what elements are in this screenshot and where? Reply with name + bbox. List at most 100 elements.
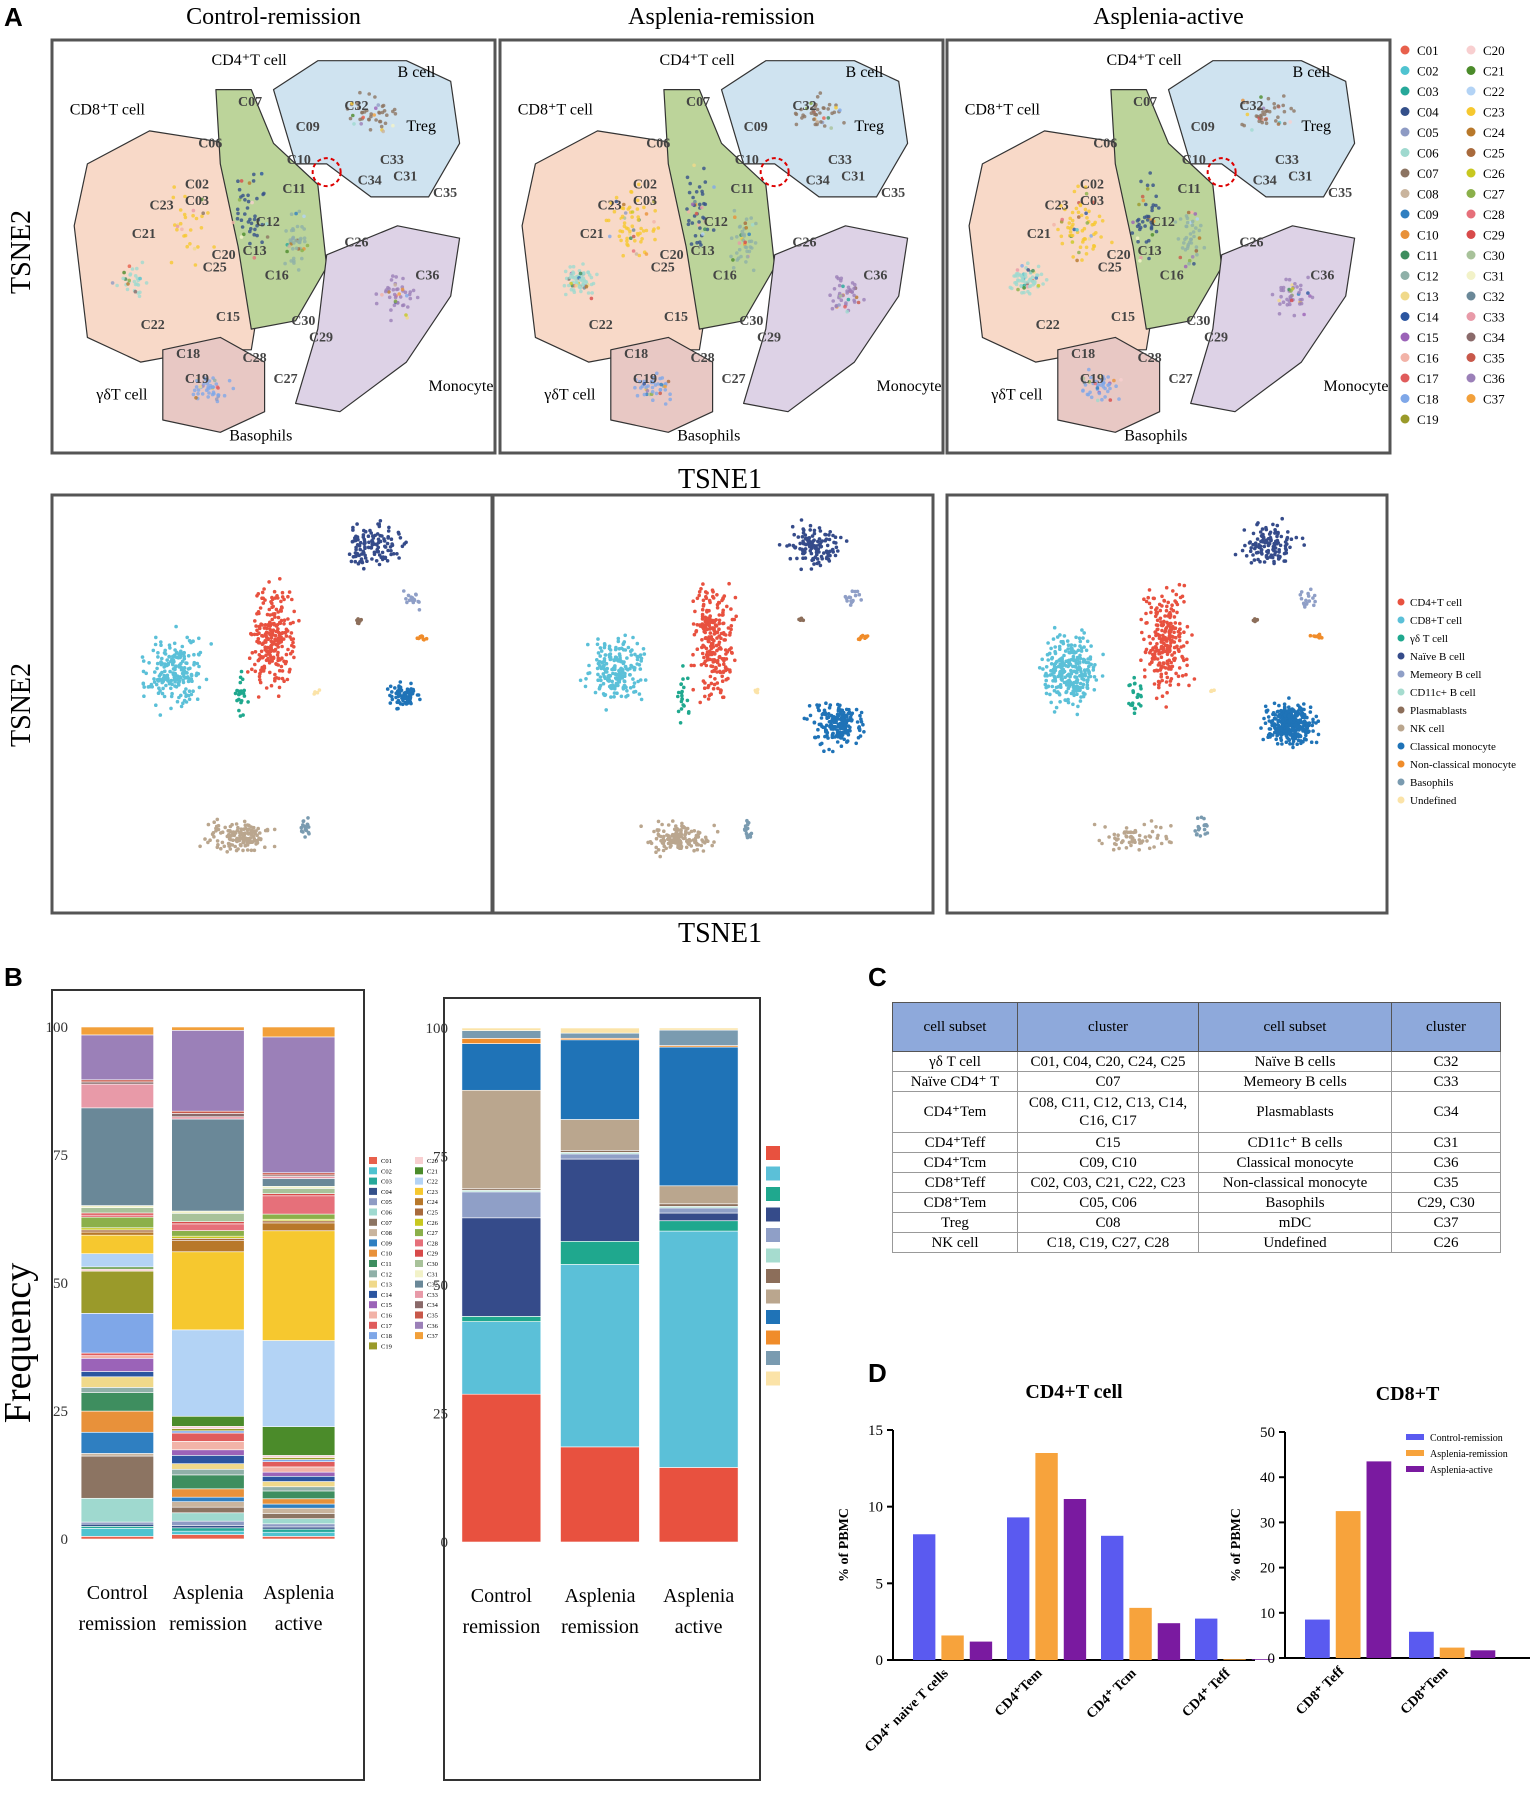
- celltype-point: [1082, 645, 1086, 649]
- celltype-point: [363, 556, 368, 560]
- celltype-point: [705, 658, 710, 662]
- pbmc-bar: [1063, 1499, 1087, 1660]
- celltype-point: [161, 686, 165, 691]
- celltype-point: [1167, 612, 1172, 616]
- celltype-point: [1266, 733, 1271, 737]
- cluster-point: [1300, 297, 1304, 302]
- celltype-point: [297, 618, 301, 623]
- celltype-point: [1073, 675, 1077, 679]
- celltype-point: [259, 622, 263, 626]
- celltype-point: [1154, 623, 1159, 627]
- celltype-point: [799, 518, 804, 522]
- celltype-point: [839, 736, 843, 740]
- cluster-point: [839, 298, 844, 303]
- cluster-point: [814, 102, 818, 107]
- celltype-point: [370, 557, 374, 561]
- cluster-point: [1102, 377, 1106, 381]
- cluster-point: [1190, 219, 1195, 224]
- celltype-point: [401, 698, 405, 703]
- celltype-point: [815, 561, 819, 566]
- celltype-point: [1076, 648, 1081, 653]
- cluster-point: [249, 221, 254, 226]
- celltype-point: [1135, 695, 1140, 699]
- cluster-point: [1099, 235, 1103, 239]
- cluster-point: [614, 199, 619, 204]
- celltype-point: [349, 559, 354, 564]
- celltype-point: [1145, 839, 1149, 843]
- celltype-point: [271, 633, 275, 637]
- celltype-point: [395, 707, 399, 711]
- cluster-point: [642, 205, 646, 210]
- legend-label: C31: [1483, 269, 1505, 284]
- celltype-point: [616, 639, 621, 644]
- celltype-point: [682, 685, 686, 690]
- celltype-point: [639, 659, 643, 663]
- cluster-point: [695, 240, 699, 245]
- cluster-point: [656, 382, 660, 386]
- celltype-point: [369, 546, 374, 550]
- celltype-point: [717, 655, 722, 659]
- stack-segment: [262, 1222, 336, 1232]
- celltype-point: [1064, 681, 1069, 686]
- table-row: CD8⁺Teff C02, C03, C21, C22, C23 Non-class…: [892, 1172, 1501, 1193]
- stack-segment: [80, 1455, 154, 1499]
- y-tick-label: 25: [53, 1404, 68, 1420]
- celltype-point: [280, 676, 285, 681]
- celltype-point: [256, 695, 261, 699]
- celltype-point: [1052, 625, 1057, 630]
- celltype-point: [807, 536, 812, 540]
- celltype-point: [1171, 608, 1176, 613]
- cluster-point: [658, 391, 662, 396]
- celltype-point: [204, 677, 209, 682]
- celltype-point: [715, 606, 720, 610]
- celltype-point: [717, 618, 722, 623]
- celltype-point: [1126, 830, 1130, 835]
- cluster-label: C28: [690, 351, 714, 366]
- region-mono: [295, 225, 461, 413]
- celltype-point: [243, 823, 248, 828]
- celltype-point: [840, 720, 844, 725]
- legend-label: Naïve B cell: [1410, 651, 1465, 663]
- cluster-point: [356, 106, 361, 110]
- cluster-point: [1145, 218, 1150, 222]
- stack-segment: [658, 1046, 739, 1187]
- stack-segment: [560, 1039, 640, 1120]
- region-bcell: [720, 60, 909, 198]
- celltype-point: [371, 534, 375, 538]
- cluster-point: [1259, 116, 1263, 120]
- stack-segment: [171, 1506, 245, 1514]
- stack-segment: [658, 1027, 739, 1031]
- cluster-point: [256, 218, 261, 222]
- celltype-point: [613, 664, 617, 668]
- celltype-point: [1259, 548, 1264, 552]
- celltype-point: [656, 819, 661, 824]
- legend-label: C20: [1483, 43, 1505, 58]
- cluster-point: [403, 290, 408, 295]
- celltype-point: [267, 607, 272, 612]
- cluster-point: [743, 245, 748, 249]
- celltype-point: [1112, 842, 1117, 846]
- celltype-point: [253, 650, 258, 654]
- celltype-point: [1052, 710, 1057, 714]
- cluster-point: [642, 392, 647, 397]
- celltype-point: [154, 703, 158, 707]
- celltype-point: [711, 626, 715, 630]
- celltype-point: [619, 671, 623, 676]
- cluster-point: [194, 216, 199, 221]
- celltype-point: [712, 619, 717, 624]
- cluster-point: [690, 221, 695, 225]
- celltype-point: [689, 844, 694, 848]
- celltype-point: [700, 838, 704, 842]
- cluster-point: [401, 276, 405, 281]
- celltype-point: [282, 679, 286, 683]
- cluster-point: [644, 228, 649, 233]
- stack-segment: [171, 1449, 245, 1456]
- celltype-point: [366, 534, 371, 538]
- celltype-point: [843, 720, 847, 724]
- celltype-point: [726, 676, 730, 681]
- celltype-point: [1165, 690, 1169, 695]
- celltype-point: [386, 529, 391, 533]
- celltype-point: [157, 686, 161, 690]
- cluster-point: [302, 236, 307, 240]
- legend-dot: [1400, 230, 1410, 239]
